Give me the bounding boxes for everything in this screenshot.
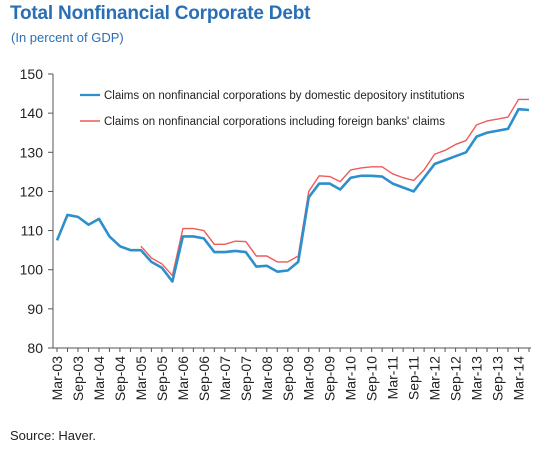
- x-tick-label: Mar-06: [175, 356, 191, 401]
- y-tick-label: 150: [20, 66, 44, 82]
- x-tick-label: Sep-09: [322, 356, 338, 401]
- series-line-foreign: [140, 98, 529, 277]
- y-tick-label: 110: [21, 223, 44, 239]
- legend-label-domestic: Claims on nonfinancial corporations by d…: [104, 90, 465, 102]
- y-tick-label: 90: [27, 301, 43, 317]
- x-tick-label: Mar-04: [91, 356, 107, 401]
- x-tick-label: Mar-03: [49, 356, 65, 401]
- x-tick-label: Sep-08: [280, 356, 296, 401]
- x-tick-label: Mar-14: [511, 356, 527, 401]
- y-tick-label: 100: [20, 262, 44, 278]
- x-tick-label: Sep-12: [448, 356, 464, 401]
- chart-title: Total Nonfinancial Corporate Debt: [10, 3, 311, 24]
- series-layer: [55, 98, 530, 283]
- source-note: Source: Haver.: [10, 428, 96, 443]
- x-tick-label: Mar-11: [385, 356, 401, 400]
- series-line-domestic: [55, 107, 530, 283]
- x-tick-label: Sep-04: [112, 356, 128, 401]
- x-tick-label: Sep-05: [154, 356, 170, 401]
- x-tick-label: Sep-10: [364, 356, 380, 401]
- x-tick-label: Mar-12: [427, 356, 443, 401]
- legend-label-foreign: Claims on nonfinancial corporations incl…: [104, 116, 445, 128]
- x-tick-label: Mar-10: [343, 356, 359, 401]
- x-tick-label: Sep-13: [490, 356, 506, 401]
- y-tick-label: 120: [20, 183, 44, 199]
- x-tick-label: Sep-03: [70, 356, 86, 401]
- x-tick-label: Mar-09: [301, 356, 317, 401]
- x-tick-label: Mar-13: [469, 356, 485, 401]
- chart-legend: Claims on nonfinancial corporations by d…: [80, 90, 465, 128]
- x-tick-label: Mar-05: [133, 356, 149, 401]
- y-tick-label: 80: [27, 340, 43, 356]
- x-tick-label: Sep-06: [196, 356, 212, 401]
- x-tick-label: Sep-07: [238, 356, 254, 401]
- chart-subtitle: (In percent of GDP): [11, 30, 124, 45]
- chart-axes: 80 90 100 110 120 130 140 150 Mar-03 Sep-03 Mar-04…: [20, 66, 531, 401]
- x-tick-label: Mar-07: [217, 356, 233, 401]
- x-tick-label: Sep-11: [406, 356, 422, 400]
- y-tick-label: 130: [20, 144, 44, 160]
- y-tick-label: 140: [20, 105, 44, 121]
- x-tick-label: Mar-08: [259, 356, 275, 401]
